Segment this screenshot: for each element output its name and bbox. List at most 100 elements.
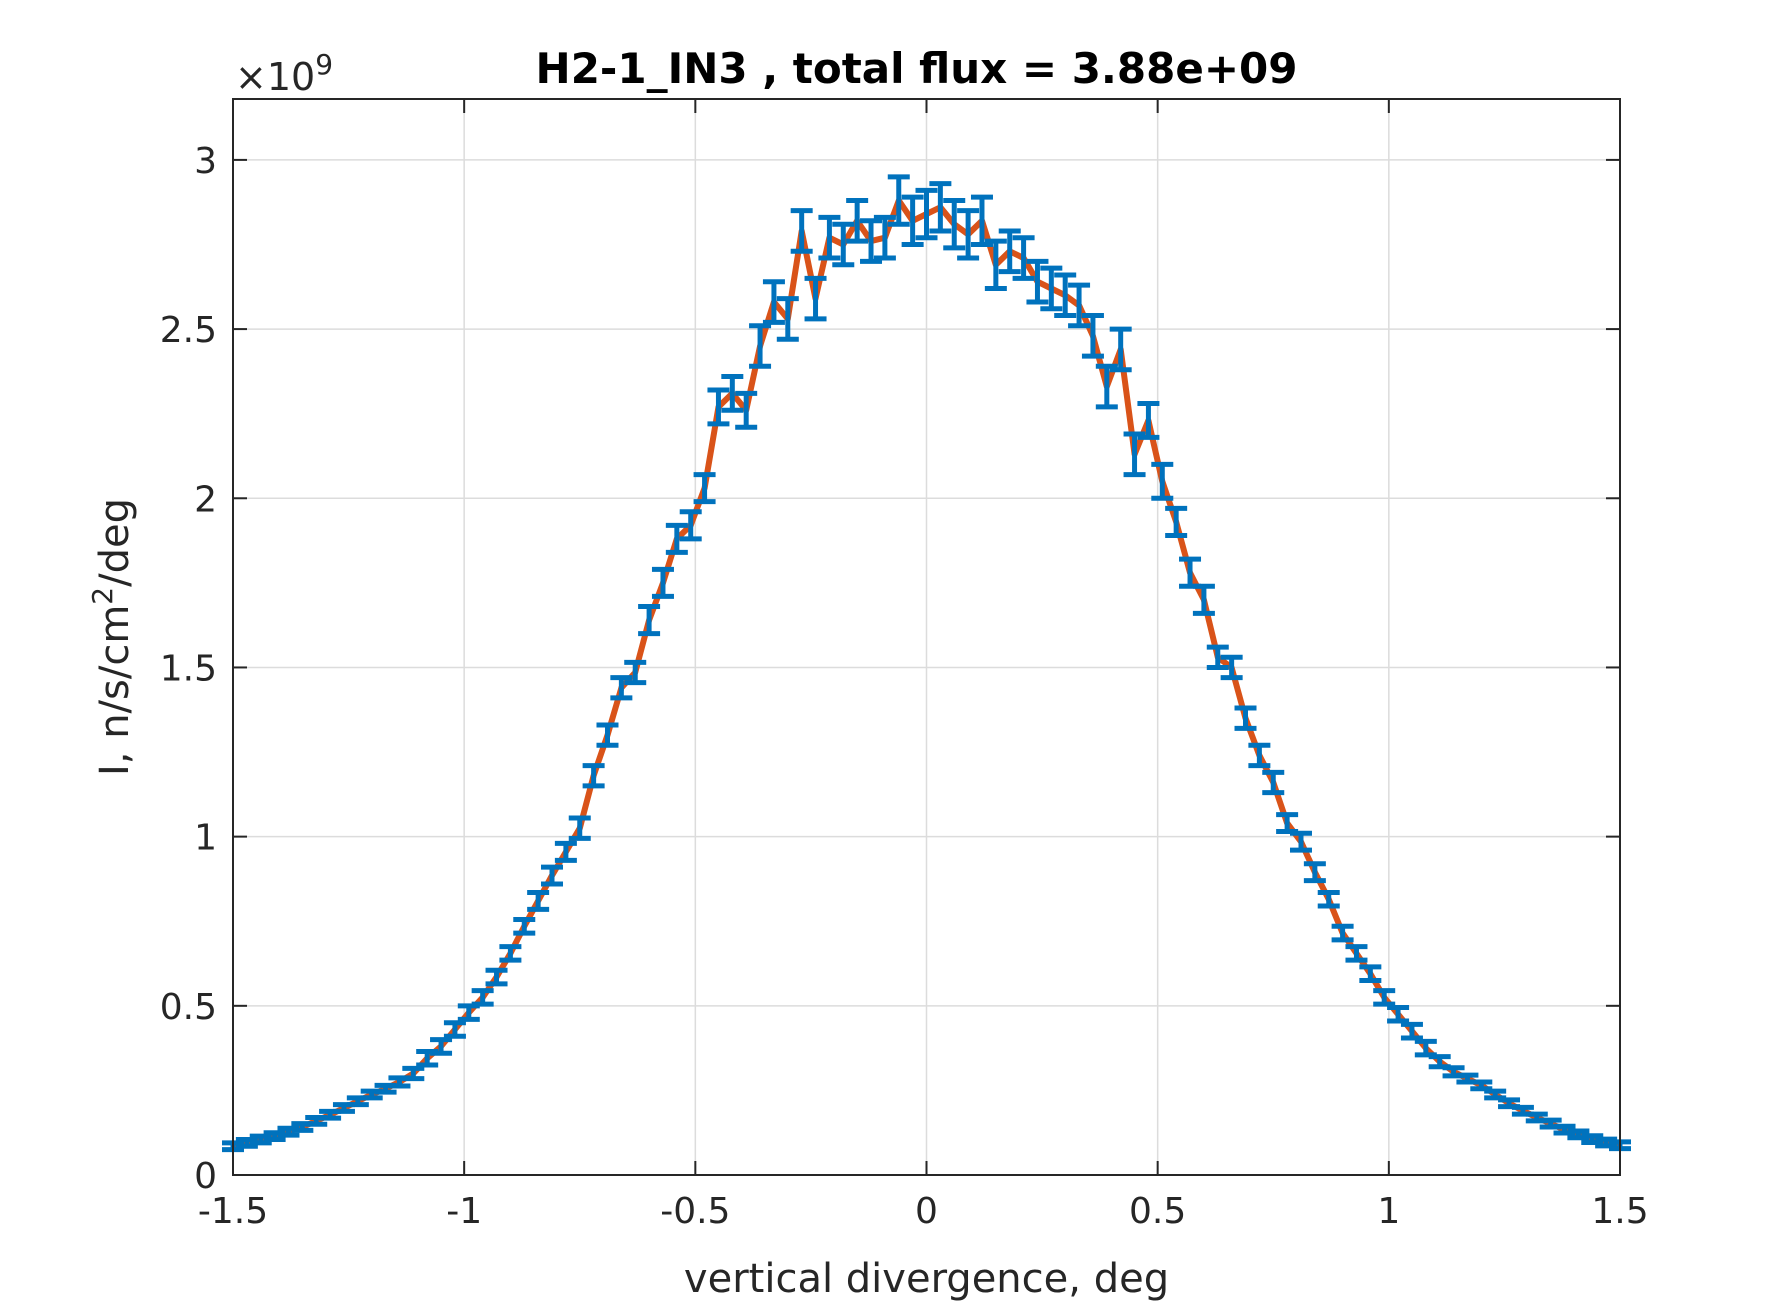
x-tick-label: 0.5 [1129, 1191, 1186, 1232]
error-bar [443, 1020, 466, 1039]
error-bar [707, 387, 730, 427]
error-bar [943, 198, 966, 251]
error-bar [235, 1136, 258, 1149]
axis-ticks: -1.5 -1 -0.5 0 0.5 1 1.5 0 0.5 1 1.5 2 2.5 3 [160, 99, 1649, 1232]
y-exponent-label: ×109 [235, 48, 333, 99]
error-bar [762, 279, 785, 325]
y-axis-label: I, n/s/cm2/deg [86, 498, 138, 776]
error-bar [1151, 461, 1174, 501]
y-tick-label: 1 [194, 818, 217, 859]
x-tick-label: -0.5 [660, 1191, 730, 1232]
y-tick-label: 2.5 [160, 310, 217, 351]
grid-lines [232, 99, 1621, 1176]
error-bar [1470, 1079, 1493, 1092]
error-bar [1428, 1054, 1451, 1070]
error-bar [665, 522, 688, 555]
x-tick-label: -1 [446, 1191, 482, 1232]
error-bar [430, 1037, 453, 1056]
error-bar [887, 174, 910, 227]
error-bar [1595, 1136, 1618, 1149]
error-bar [1068, 282, 1091, 329]
error-bar [970, 194, 993, 247]
error-bar [1206, 644, 1229, 670]
x-tick-label: 1 [1377, 1191, 1400, 1232]
error-bar [1331, 923, 1354, 943]
error-bar [499, 944, 522, 963]
error-bar [1123, 431, 1146, 478]
error-bar [596, 722, 619, 748]
y-axis-label-suffix: /deg [92, 498, 138, 587]
error-bar [1400, 1021, 1423, 1041]
error-bar [651, 566, 674, 599]
error-bar [1345, 944, 1368, 963]
x-tick-label: -1.5 [198, 1191, 268, 1232]
error-bar [1387, 1005, 1410, 1024]
error-bar [957, 208, 980, 261]
y-tick-label: 0 [194, 1156, 217, 1197]
plot-area [222, 174, 1631, 1153]
error-bar [1012, 235, 1035, 281]
error-bar [804, 275, 827, 322]
error-bar [471, 988, 494, 1007]
y-tick-label: 3 [194, 141, 217, 182]
error-bar [1581, 1133, 1604, 1146]
error-bar [846, 198, 869, 244]
error-bar [1095, 363, 1118, 410]
y-exponent-base: ×10 [235, 55, 315, 99]
error-bar [1192, 583, 1215, 616]
error-bar [1262, 769, 1285, 796]
error-bar [249, 1133, 272, 1146]
error-bar [554, 840, 577, 863]
error-bar [1317, 889, 1340, 909]
error-bar [679, 509, 702, 542]
error-bar [1373, 988, 1396, 1007]
error-bar [624, 659, 647, 686]
error-bar [860, 218, 883, 264]
y-exponent-power: 9 [315, 48, 333, 81]
error-bar [1289, 830, 1312, 853]
y-axis-label-main: I, n/s/cm [92, 605, 138, 776]
error-bar [998, 228, 1021, 275]
error-bar [1220, 654, 1243, 681]
error-bar [735, 390, 758, 430]
error-bar [1234, 705, 1257, 731]
error-bar [984, 238, 1007, 291]
x-tick-label: 1.5 [1591, 1191, 1648, 1232]
error-bar [1137, 401, 1160, 440]
error-bar [457, 1003, 480, 1022]
chart-title: H2-1_IN3 , total flux = 3.88e+09 [536, 44, 1298, 93]
error-bar [1248, 742, 1271, 769]
error-bar [776, 296, 799, 342]
error-bar [568, 815, 591, 841]
error-bar [402, 1065, 425, 1082]
error-bar [541, 864, 564, 887]
error-bar [1165, 505, 1188, 538]
error-bar [1081, 313, 1104, 359]
error-bar [749, 323, 772, 369]
y-tick-label: 1.5 [160, 648, 217, 689]
error-bar [1109, 326, 1132, 373]
error-bar [873, 214, 896, 261]
error-bar [693, 472, 716, 505]
error-bar [513, 917, 536, 936]
error-bar [721, 373, 744, 413]
y-tick-label: 2 [194, 479, 217, 520]
error-bar [1040, 265, 1063, 312]
error-bar [1359, 964, 1382, 983]
error-bar [638, 604, 661, 637]
x-tick-label: 0 [915, 1191, 938, 1232]
error-bar [832, 221, 855, 268]
error-bar [790, 208, 813, 254]
error-bar [485, 967, 508, 987]
y-axis-label-superscript: 2 [86, 587, 119, 605]
error-bar [901, 194, 924, 247]
error-bar [527, 889, 550, 912]
error-bar [610, 675, 633, 701]
error-bar [915, 187, 938, 241]
x-axis-label: vertical divergence, deg [684, 1256, 1169, 1302]
error-bar [1026, 258, 1049, 305]
error-bar [1054, 272, 1077, 319]
error-bar [818, 214, 841, 261]
error-bar [929, 181, 952, 234]
